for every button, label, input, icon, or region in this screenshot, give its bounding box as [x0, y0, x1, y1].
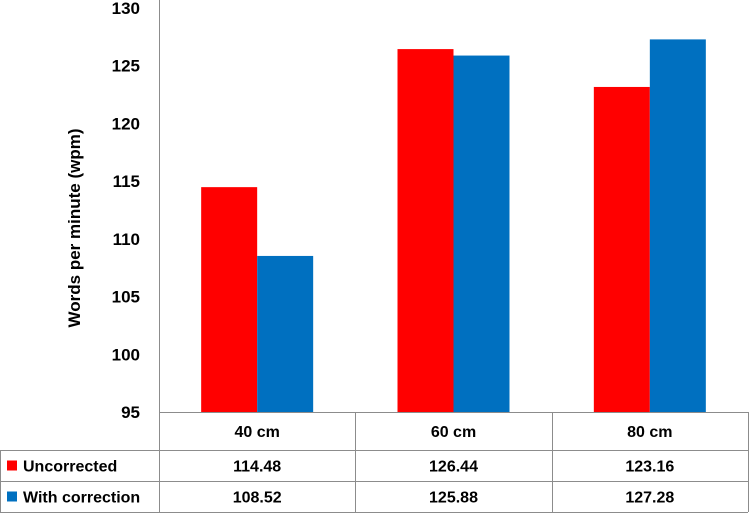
bar: [593, 86, 650, 413]
table-value: 114.48: [233, 459, 281, 476]
y-tick-label: 115: [113, 172, 140, 191]
table-value: 125.88: [429, 490, 478, 507]
legend-label: With correction: [23, 490, 140, 507]
y-tick-label: 100: [112, 345, 140, 364]
bar: [453, 55, 510, 412]
y-tick-label: 95: [121, 403, 140, 422]
table-value: 123.16: [625, 459, 674, 476]
y-tick-label: 120: [112, 114, 140, 133]
bar: [201, 187, 258, 412]
y-axis-ticks: 95 100 105 110 115 120 125 130: [112, 0, 140, 422]
y-tick-label: 125: [112, 57, 140, 76]
plot-bars: [201, 39, 706, 413]
table-value: 127.28: [625, 490, 674, 507]
data-table: 40 cm 60 cm 80 cm Uncorrected 114.48 126.44 12…: [0, 412, 749, 513]
legend-swatch: [7, 460, 17, 471]
bar: [397, 49, 454, 413]
x-category-label: 40 cm: [234, 424, 279, 441]
y-tick-label: 130: [112, 0, 140, 18]
x-category-label: 80 cm: [627, 424, 672, 441]
table-value: 108.52: [233, 490, 282, 507]
legend-label: Uncorrected: [23, 459, 117, 476]
y-tick-label: 105: [112, 288, 140, 307]
y-axis-title: Words per minute (wpm): [65, 129, 84, 328]
bar: [649, 39, 706, 412]
x-category-label: 60 cm: [431, 424, 476, 441]
y-tick-label: 110: [113, 230, 140, 249]
legend-swatch: [7, 491, 17, 502]
bar: [257, 255, 314, 412]
table-value: 126.44: [429, 459, 478, 476]
